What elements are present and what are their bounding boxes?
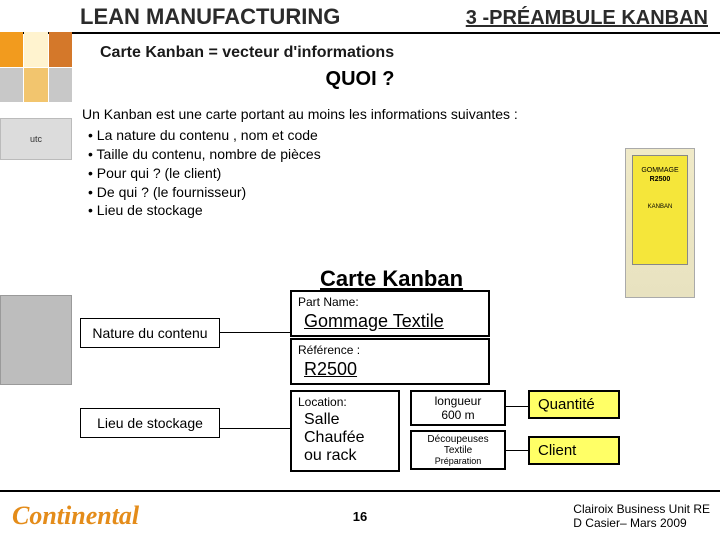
footer-line: Clairoix Business Unit RE bbox=[573, 502, 710, 516]
grid-cell bbox=[0, 68, 23, 103]
longueur-label: longueur bbox=[416, 394, 500, 408]
grid-cell bbox=[0, 32, 23, 67]
longueur-box: longueur 600 m bbox=[410, 390, 506, 426]
kanban-tag: GOMMAGE R2500 KANBAN bbox=[632, 155, 688, 265]
sidebar: utc bbox=[0, 0, 72, 470]
footer-credit: Clairoix Business Unit RE D Casier– Mars… bbox=[573, 502, 710, 531]
connector-line bbox=[220, 428, 290, 429]
reference-label: Référence : bbox=[298, 343, 360, 357]
location-box: Location: Salle Chaufée ou rack bbox=[290, 390, 400, 472]
decoup-line: Textile bbox=[416, 445, 500, 456]
grid-cell bbox=[49, 32, 72, 67]
label-lieu: Lieu de stockage bbox=[80, 408, 220, 438]
connector-line bbox=[506, 406, 528, 407]
header: LEAN MANUFACTURING 3 -PRÉAMBULE KANBAN bbox=[0, 0, 720, 34]
label-nature: Nature du contenu bbox=[80, 318, 220, 348]
connector-line bbox=[220, 332, 290, 333]
kanban-card-diagram: Carte Kanban GOMMAGE R2500 KANBAN Nature… bbox=[80, 278, 640, 488]
decoup-line: Préparation bbox=[416, 456, 500, 466]
tag-line: R2500 bbox=[633, 175, 687, 184]
part-name-value: Gommage Textile bbox=[304, 311, 444, 331]
decoup-line: Découpeuses bbox=[416, 434, 500, 445]
reference-box: Référence : R2500 bbox=[290, 338, 490, 385]
kanban-photo: GOMMAGE R2500 KANBAN bbox=[625, 148, 695, 298]
reference-value: R2500 bbox=[304, 359, 357, 379]
list-item: La nature du contenu , nom et code bbox=[88, 126, 720, 145]
subtitle: Carte Kanban = vecteur d'informations bbox=[100, 44, 720, 62]
page-number: 16 bbox=[353, 509, 367, 524]
location-value: Chaufée bbox=[304, 429, 365, 446]
location-value: Salle bbox=[304, 411, 340, 428]
quantite-box: Quantité bbox=[528, 390, 620, 419]
client-box: Client bbox=[528, 436, 620, 465]
part-name-box: Part Name: Gommage Textile bbox=[290, 290, 490, 337]
footer-line: D Casier– Mars 2009 bbox=[573, 516, 710, 530]
color-grid bbox=[0, 32, 72, 102]
tag-line: GOMMAGE bbox=[633, 166, 687, 175]
intro-line: Un Kanban est une carte portant au moins… bbox=[82, 105, 720, 124]
tag-line: KANBAN bbox=[633, 204, 687, 212]
decoup-box: Découpeuses Textile Préparation bbox=[410, 430, 506, 470]
connector-line bbox=[506, 450, 528, 451]
question-heading: QUOI ? bbox=[0, 68, 720, 91]
card-title: Carte Kanban bbox=[320, 266, 463, 292]
title-left: LEAN MANUFACTURING bbox=[80, 4, 340, 30]
location-value: ou rack bbox=[304, 447, 356, 464]
part-name-label: Part Name: bbox=[298, 295, 359, 309]
grid-cell bbox=[24, 32, 47, 67]
location-label: Location: bbox=[298, 395, 347, 409]
footer: Continental 16 Clairoix Business Unit RE… bbox=[0, 490, 720, 540]
longueur-value: 600 m bbox=[416, 408, 500, 422]
utc-logo: utc bbox=[0, 118, 72, 160]
continental-logo: Continental bbox=[12, 501, 139, 531]
grey-block bbox=[0, 295, 72, 385]
title-right: 3 -PRÉAMBULE KANBAN bbox=[466, 7, 708, 30]
grid-cell bbox=[24, 68, 47, 103]
grid-cell bbox=[49, 68, 72, 103]
